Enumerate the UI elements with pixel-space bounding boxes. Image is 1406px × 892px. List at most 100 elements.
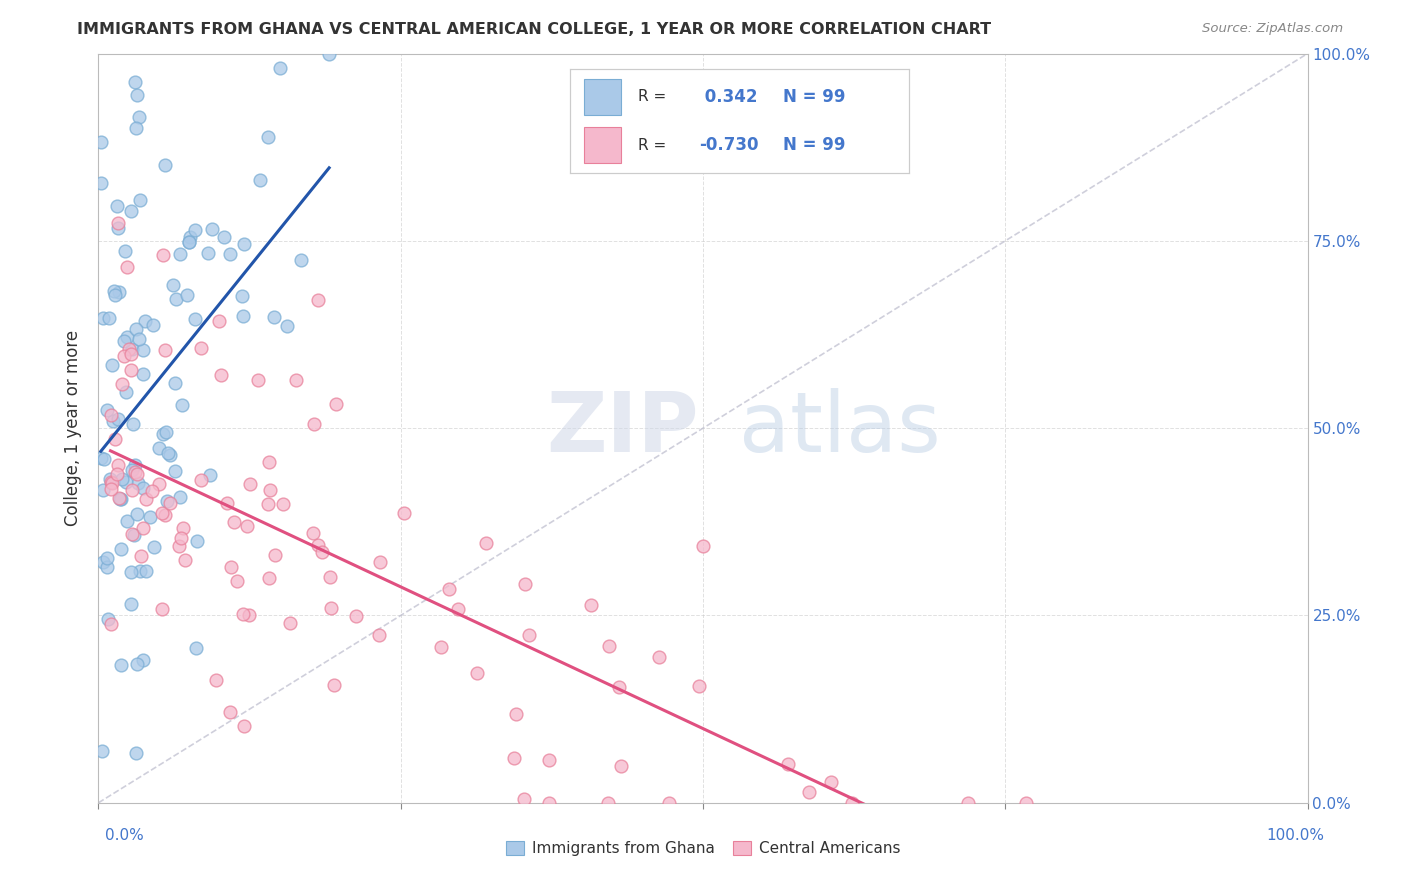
Point xyxy=(90,450,112,465)
Point xyxy=(173,553,195,567)
Point xyxy=(90,744,112,758)
Point xyxy=(222,516,245,530)
Point xyxy=(90,135,112,149)
Point xyxy=(648,650,671,665)
Point xyxy=(184,312,207,326)
Point xyxy=(155,425,177,440)
Point xyxy=(169,532,191,546)
Point xyxy=(368,555,391,569)
Point xyxy=(232,309,254,323)
Point xyxy=(688,679,710,693)
Point xyxy=(107,458,129,473)
Point xyxy=(101,358,124,372)
Point xyxy=(134,314,156,328)
Point xyxy=(125,657,148,671)
Point xyxy=(104,432,127,446)
Point xyxy=(115,514,138,528)
Point xyxy=(127,475,149,490)
Point xyxy=(269,61,291,75)
Point xyxy=(307,293,329,307)
Point xyxy=(344,609,367,624)
Point xyxy=(776,756,799,771)
Point xyxy=(132,481,155,495)
Point xyxy=(122,417,145,432)
Point xyxy=(198,467,221,482)
Point xyxy=(142,318,165,333)
Point xyxy=(169,490,191,504)
Point xyxy=(367,628,389,642)
Point xyxy=(135,492,157,507)
Point xyxy=(197,246,219,260)
Point xyxy=(96,560,118,574)
Point xyxy=(124,466,146,480)
Point xyxy=(172,520,194,534)
Point xyxy=(318,46,340,61)
Point xyxy=(302,526,325,541)
Point xyxy=(447,601,470,615)
Point xyxy=(658,796,681,810)
Point xyxy=(538,796,561,810)
Point xyxy=(208,314,231,328)
Point xyxy=(218,705,240,719)
Point xyxy=(110,658,132,673)
Point xyxy=(311,545,333,559)
Point xyxy=(91,311,114,326)
Point xyxy=(596,796,619,810)
Point xyxy=(512,792,534,806)
Point xyxy=(120,597,142,611)
Point xyxy=(797,785,820,799)
Point xyxy=(232,607,254,622)
Point xyxy=(184,641,207,656)
Point xyxy=(538,753,561,767)
Point xyxy=(246,373,269,387)
Point xyxy=(107,216,129,230)
Point xyxy=(127,508,149,522)
Point xyxy=(280,616,302,631)
Point xyxy=(610,759,633,773)
Point xyxy=(104,288,127,302)
Point xyxy=(263,310,285,325)
Point xyxy=(91,555,114,569)
Point xyxy=(148,477,170,491)
Point xyxy=(179,235,201,249)
Point xyxy=(121,483,143,497)
Point xyxy=(319,570,342,584)
Point xyxy=(93,451,115,466)
Point xyxy=(156,446,179,460)
Point xyxy=(263,548,285,562)
Point xyxy=(321,600,343,615)
Point xyxy=(142,540,165,554)
Point xyxy=(98,311,121,326)
Point xyxy=(107,412,129,426)
Point xyxy=(132,653,155,667)
Point xyxy=(692,539,714,553)
Point xyxy=(503,751,526,765)
Point xyxy=(120,346,142,360)
Point xyxy=(132,367,155,381)
Point xyxy=(112,349,135,363)
Point xyxy=(111,472,134,486)
Point xyxy=(163,464,186,478)
Point xyxy=(159,448,181,462)
Y-axis label: College, 1 year or more: College, 1 year or more xyxy=(65,330,83,526)
Point xyxy=(125,322,148,336)
Point xyxy=(176,288,198,302)
Point xyxy=(108,285,131,299)
Point xyxy=(107,221,129,235)
Point xyxy=(91,483,114,497)
Point xyxy=(215,496,238,510)
Point xyxy=(841,796,863,810)
Point xyxy=(201,222,224,236)
Point xyxy=(956,796,979,810)
Point xyxy=(172,398,194,412)
Point xyxy=(177,235,200,249)
Point xyxy=(236,518,259,533)
Point xyxy=(129,564,152,578)
Point xyxy=(190,473,212,487)
Point xyxy=(115,384,138,399)
Point xyxy=(101,413,124,427)
Point xyxy=(231,288,253,302)
Point xyxy=(430,640,453,655)
Point xyxy=(239,477,262,491)
Point xyxy=(271,497,294,511)
